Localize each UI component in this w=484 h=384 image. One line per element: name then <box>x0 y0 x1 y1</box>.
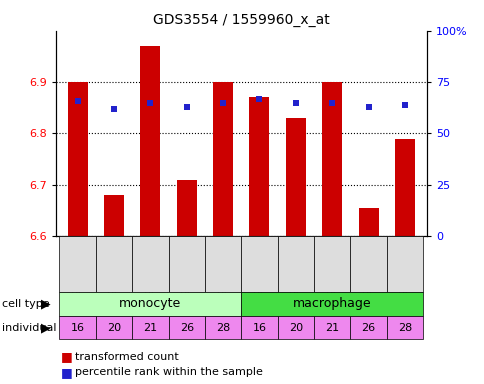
Text: ■: ■ <box>60 350 76 363</box>
Text: cell type: cell type <box>2 299 50 309</box>
Bar <box>249 98 269 236</box>
Point <box>291 99 299 106</box>
Text: ▶: ▶ <box>41 321 51 334</box>
Bar <box>104 195 124 236</box>
Point <box>146 99 154 106</box>
Text: 20: 20 <box>106 323 121 333</box>
Text: monocyte: monocyte <box>119 297 181 310</box>
Point <box>400 102 408 108</box>
Point <box>328 99 335 106</box>
Text: individual: individual <box>2 323 57 333</box>
Text: 28: 28 <box>397 323 411 333</box>
Text: 20: 20 <box>288 323 302 333</box>
Text: 26: 26 <box>179 323 194 333</box>
Text: 26: 26 <box>361 323 375 333</box>
Point <box>74 98 81 104</box>
Bar <box>394 139 414 236</box>
Bar <box>67 82 88 236</box>
Bar <box>285 118 305 236</box>
Point <box>364 104 372 110</box>
Bar <box>140 46 160 236</box>
Text: ■: ■ <box>60 366 76 379</box>
Point <box>182 104 190 110</box>
Text: 16: 16 <box>252 323 266 333</box>
Title: GDS3554 / 1559960_x_at: GDS3554 / 1559960_x_at <box>152 13 329 27</box>
Text: macrophage: macrophage <box>292 297 371 310</box>
Text: 21: 21 <box>324 323 339 333</box>
Point <box>219 99 227 106</box>
Text: 28: 28 <box>215 323 230 333</box>
Text: 21: 21 <box>143 323 157 333</box>
Point <box>110 106 118 112</box>
Text: transformed count: transformed count <box>75 352 179 362</box>
Bar <box>176 180 197 236</box>
Text: ▶: ▶ <box>41 297 51 310</box>
Point <box>255 96 263 102</box>
Bar <box>321 82 342 236</box>
Text: 16: 16 <box>71 323 84 333</box>
Bar <box>212 82 233 236</box>
Bar <box>358 208 378 236</box>
Text: percentile rank within the sample: percentile rank within the sample <box>75 367 262 377</box>
